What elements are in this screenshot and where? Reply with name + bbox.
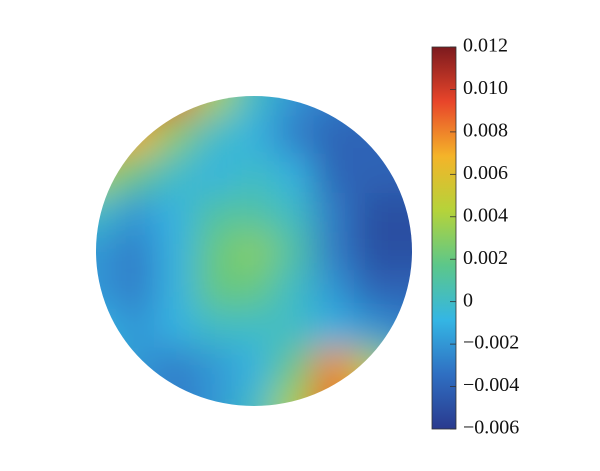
- field-cell: [313, 270, 354, 311]
- field-cell: [194, 96, 236, 117]
- field-cell: [273, 231, 315, 272]
- field-cell: [234, 309, 275, 349]
- field-cell: [155, 347, 196, 388]
- field-cell: [352, 386, 394, 406]
- field-cell: [115, 270, 157, 311]
- field-cell: [194, 192, 236, 233]
- field-cell: [96, 270, 117, 311]
- field-cell: [155, 231, 196, 272]
- field-cell: [115, 347, 157, 388]
- field-cell: [273, 115, 315, 156]
- field-cell: [273, 270, 315, 311]
- field-cell: [96, 192, 117, 233]
- field-cell: [115, 386, 157, 406]
- field-cell: [313, 347, 354, 388]
- field-cell: [194, 386, 236, 406]
- field-cell: [155, 154, 196, 194]
- field-cell: [234, 270, 275, 311]
- field-cell: [115, 96, 157, 117]
- field-cell: [96, 115, 117, 156]
- field-cell: [155, 386, 196, 406]
- tick-label: 0.012: [463, 35, 508, 57]
- field-cell: [352, 231, 394, 272]
- field-cell: [352, 270, 394, 311]
- field-cell: [234, 154, 275, 194]
- field-cell: [313, 154, 354, 194]
- field-cell: [273, 154, 315, 194]
- colorbar: [431, 46, 457, 430]
- field-cell: [115, 192, 157, 233]
- field-cell: [155, 192, 196, 233]
- field-cell: [313, 309, 354, 349]
- field-cell: [352, 309, 394, 349]
- field-cell: [115, 115, 157, 156]
- field-cell: [155, 96, 196, 117]
- field-cell: [194, 309, 236, 349]
- field-cell: [194, 154, 236, 194]
- field-cell: [234, 231, 275, 272]
- colorbar-ticks: −0.006 −0.004 −0.002 0 0.002 0.004 0.006 0.008 0…: [450, 35, 519, 439]
- field-cell: [352, 96, 394, 117]
- field-cell: [96, 96, 117, 117]
- field-cell: [273, 386, 315, 406]
- field-cell: [96, 347, 117, 388]
- field-cell: [155, 270, 196, 311]
- field-cell: [273, 192, 315, 233]
- field-cell: [115, 309, 157, 349]
- field-cell: [313, 386, 354, 406]
- field-cell: [313, 96, 354, 117]
- tick-label: 0.010: [463, 77, 508, 99]
- field-cell: [234, 96, 275, 117]
- field-cell: [234, 386, 275, 406]
- tick-label: 0.002: [463, 247, 508, 269]
- tick-label: 0.006: [463, 162, 508, 184]
- field-cell: [194, 270, 236, 311]
- tick-label: −0.006: [463, 417, 519, 439]
- field-cell: [352, 192, 394, 233]
- field-cell: [352, 154, 394, 194]
- field-cell: [96, 386, 117, 406]
- field-cell: [194, 231, 236, 272]
- field-cell: [234, 192, 275, 233]
- field-cell: [273, 347, 315, 388]
- field-clip: [96, 96, 412, 406]
- tick-label: 0.008: [463, 119, 508, 141]
- field-cell: [313, 115, 354, 156]
- tick-label: 0.004: [463, 204, 508, 226]
- field-cell: [115, 154, 157, 194]
- field-cell: [234, 347, 275, 388]
- field-cell: [96, 154, 117, 194]
- field-cell: [313, 192, 354, 233]
- field-cell: [96, 231, 117, 272]
- field-cell: [273, 309, 315, 349]
- field-cell: [96, 309, 117, 349]
- field-cell: [194, 115, 236, 156]
- tick-label: 0: [463, 289, 473, 311]
- field-cell: [352, 115, 394, 156]
- field-cell: [155, 309, 196, 349]
- field-cell: [234, 115, 275, 156]
- field: [96, 96, 412, 406]
- field-cell: [273, 96, 315, 117]
- tick-label: −0.002: [463, 332, 519, 354]
- field-cell: [352, 347, 394, 388]
- field-cell: [194, 347, 236, 388]
- field-cell: [392, 231, 412, 272]
- tick-label: −0.004: [463, 374, 519, 396]
- field-cell: [115, 231, 157, 272]
- field-cell: [313, 231, 354, 272]
- field-cell: [155, 115, 196, 156]
